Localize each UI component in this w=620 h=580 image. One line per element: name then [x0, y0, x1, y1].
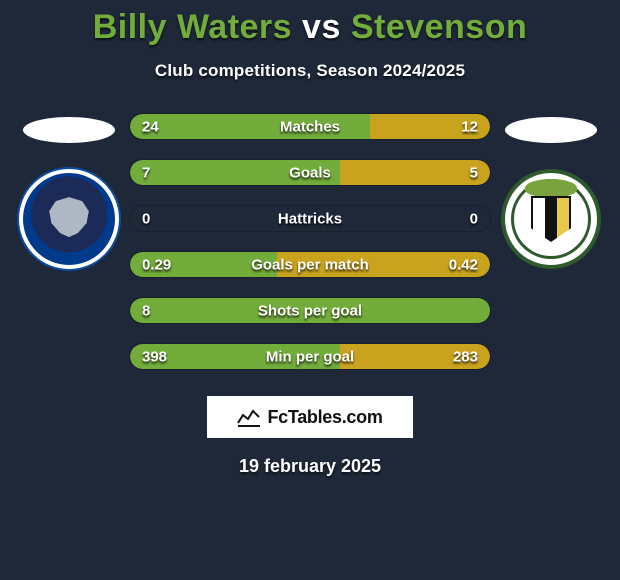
- bar-right-fill: [277, 252, 490, 277]
- subtitle: Club competitions, Season 2024/2025: [0, 61, 620, 81]
- bar-row: 0 Hattricks 0: [129, 205, 491, 232]
- player2-name: Stevenson: [351, 8, 527, 46]
- right-club-crest-icon: [501, 169, 601, 269]
- left-badge-column: [9, 113, 129, 269]
- right-oval-icon: [505, 117, 597, 143]
- bar-row: 398Min per goal283: [129, 343, 491, 370]
- page-title: Billy Waters vs Stevenson: [0, 0, 620, 47]
- bar-left-value: 0: [142, 210, 150, 227]
- bar-row: 7Goals5: [129, 159, 491, 186]
- branding-text: FcTables.com: [267, 407, 382, 428]
- bar-right-fill: [340, 344, 490, 369]
- right-badge-column: [491, 113, 611, 269]
- bar-row: 0.29Goals per match0.42: [129, 251, 491, 278]
- comparison-area: 24Matches12 7Goals5 0 Hattricks 0 0.29Goals p…: [0, 113, 620, 370]
- comparison-bars: 24Matches12 7Goals5 0 Hattricks 0 0.29Goals p…: [129, 113, 491, 370]
- bar-left-fill: [130, 344, 340, 369]
- bar-left-fill: [130, 114, 370, 139]
- bar-row: 24Matches12: [129, 113, 491, 140]
- branding-badge: FcTables.com: [207, 396, 413, 438]
- bar-right-fill: [340, 160, 490, 185]
- bar-right-fill: [370, 114, 490, 139]
- bar-row: 8Shots per goal: [129, 297, 491, 324]
- bar-label: Hattricks: [278, 210, 342, 227]
- vs-text: vs: [302, 8, 341, 46]
- left-club-crest-icon: [19, 169, 119, 269]
- branding-chart-icon: [237, 407, 261, 427]
- date-text: 19 february 2025: [0, 456, 620, 477]
- bar-left-fill: [130, 298, 490, 323]
- bar-left-fill: [130, 160, 340, 185]
- left-oval-icon: [23, 117, 115, 143]
- player1-name: Billy Waters: [93, 8, 292, 46]
- bar-left-fill: [130, 252, 277, 277]
- bar-right-value: 0: [470, 210, 478, 227]
